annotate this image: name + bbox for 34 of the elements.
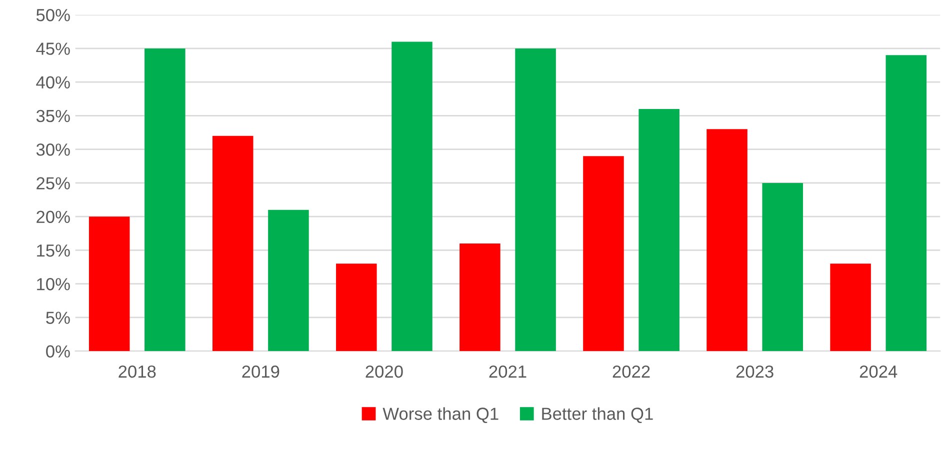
bar: [638, 108, 680, 352]
y-tick-label: 15%: [37, 244, 70, 257]
y-tick-label: 30%: [36, 144, 70, 156]
bar: [460, 244, 500, 352]
legend-label: Worse than Q1: [382, 407, 498, 424]
y-tick-label: 0%: [46, 345, 70, 358]
bar: [706, 129, 748, 352]
y-tick-label: 10%: [37, 278, 70, 290]
x-tick-label: 2022: [612, 365, 650, 378]
bar: [392, 42, 432, 352]
x-tick-label: 2020: [366, 365, 403, 378]
y-tick-label: 5%: [46, 312, 70, 324]
bar: [336, 264, 377, 352]
y-tick-label: 20%: [36, 210, 70, 224]
bar: [268, 210, 309, 352]
bar: [830, 264, 871, 352]
y-tick-label: 25%: [36, 177, 70, 190]
legend-label: Better than Q1: [542, 407, 653, 424]
x-tick-label: 2024: [860, 365, 898, 378]
y-tick-label: 50%: [36, 8, 70, 22]
bar: [212, 136, 254, 352]
x-tick-label: 2018: [118, 365, 156, 378]
bar: [515, 48, 556, 352]
x-tick-label: 2019: [242, 365, 280, 378]
bar: [88, 216, 130, 352]
y-tick-label: 35%: [36, 110, 70, 122]
bar: [144, 48, 186, 352]
bar: [762, 182, 803, 352]
y-tick-label: 45%: [36, 42, 70, 55]
x-tick-label: 2023: [736, 365, 774, 378]
y-tick-label: 40%: [36, 76, 70, 89]
bar: [583, 156, 624, 352]
bar: [886, 55, 927, 352]
x-tick-label: 2021: [489, 365, 526, 378]
